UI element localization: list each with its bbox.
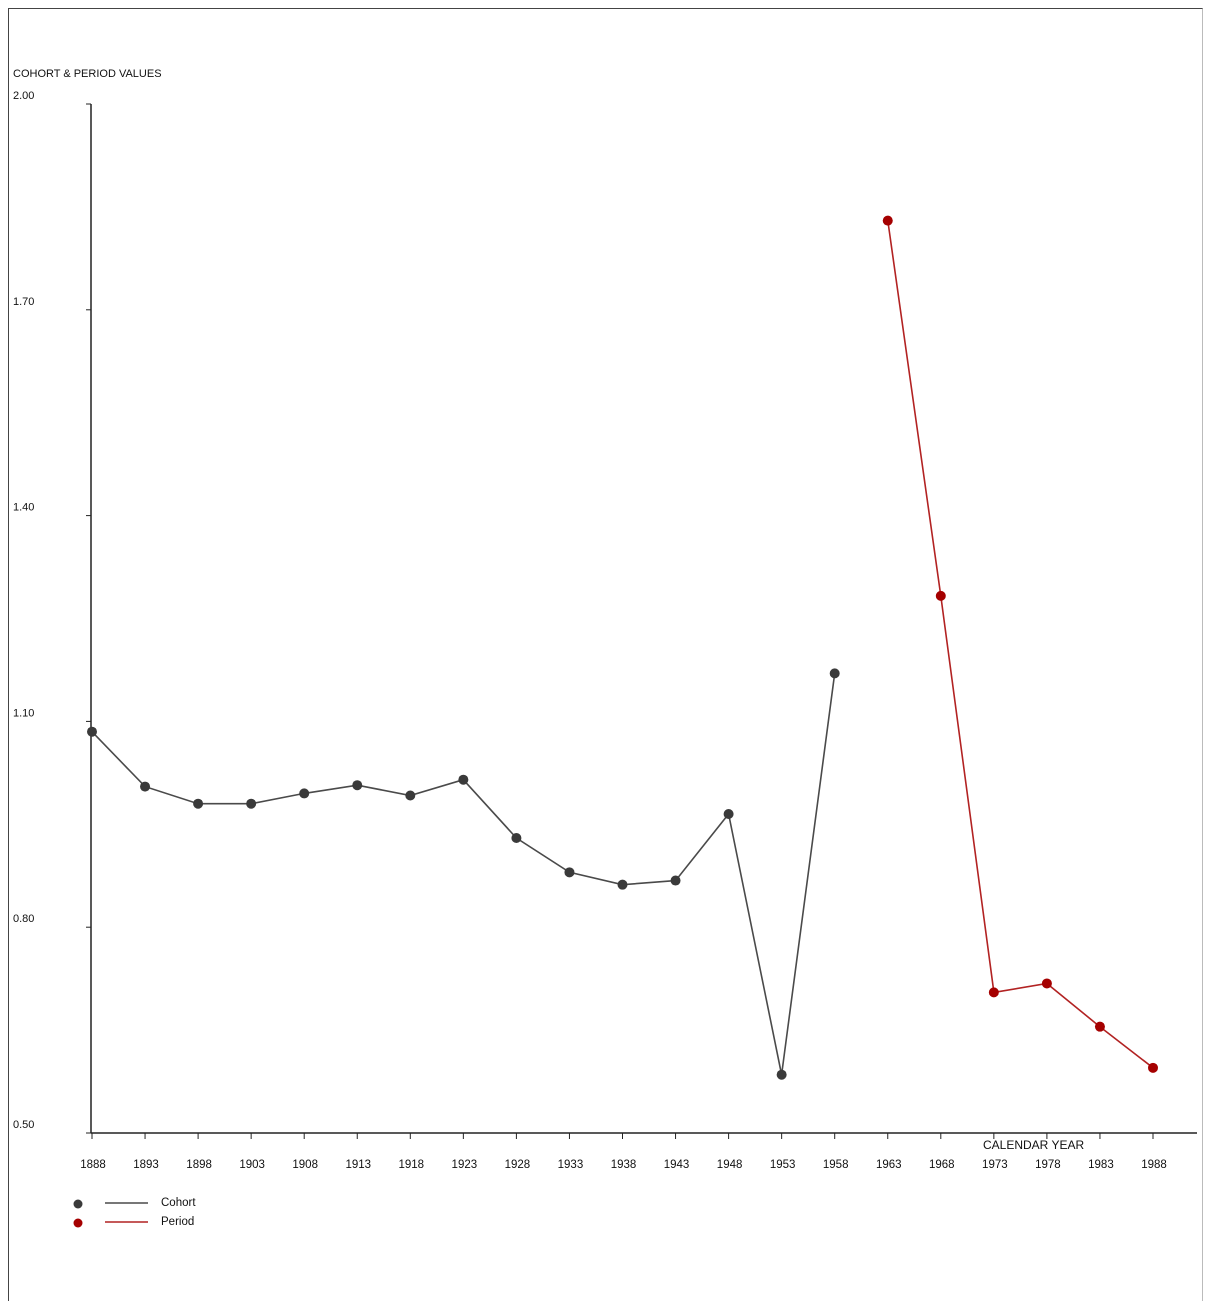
data-point-cohort bbox=[829, 668, 840, 679]
series-line-cohort bbox=[91, 673, 836, 1075]
x-tick-label: 1903 bbox=[239, 1159, 265, 1171]
x-tick-label: 1913 bbox=[345, 1159, 371, 1171]
x-tick-label: 1978 bbox=[1035, 1159, 1061, 1171]
series-line-period bbox=[887, 220, 1154, 1069]
axes: 2.00 1.70 1.40 1.10 0.80 0.50 1888 1893 1898 1903… bbox=[13, 90, 1197, 1171]
data-point-period bbox=[1094, 1021, 1105, 1032]
x-tick-label: 1933 bbox=[558, 1159, 584, 1171]
data-point-cohort bbox=[352, 780, 363, 791]
legend-marker bbox=[73, 1218, 83, 1228]
y-axis-label: COHORT & PERIOD VALUES bbox=[13, 68, 162, 80]
y-tick-label: 0.50 bbox=[13, 1119, 34, 1131]
x-tick-label: 1948 bbox=[717, 1159, 743, 1171]
x-tick-label: 1893 bbox=[133, 1159, 159, 1171]
x-tick-label: 1973 bbox=[982, 1159, 1008, 1171]
x-tick-label: 1888 bbox=[80, 1159, 106, 1171]
data-point-cohort bbox=[246, 798, 257, 809]
x-tick-label: 1963 bbox=[876, 1159, 902, 1171]
x-tick-label: 1923 bbox=[452, 1159, 478, 1171]
data-point-period bbox=[1041, 978, 1052, 989]
x-tick-label: 1943 bbox=[664, 1159, 690, 1171]
data-point-cohort bbox=[511, 833, 522, 844]
legend-label: Period bbox=[161, 1216, 194, 1228]
y-tick-label: 1.10 bbox=[13, 707, 34, 719]
legend-marker bbox=[73, 1199, 83, 1209]
y-tick-label: 2.00 bbox=[13, 90, 34, 102]
x-tick-label: 1968 bbox=[929, 1159, 955, 1171]
x-tick-label: 1953 bbox=[770, 1159, 796, 1171]
data-point-cohort bbox=[723, 809, 734, 820]
chart-frame bbox=[8, 8, 1203, 1301]
data-point-period bbox=[882, 215, 893, 226]
data-point-period bbox=[1148, 1062, 1158, 1073]
data-point-cohort bbox=[193, 798, 204, 809]
x-tick-label: 1898 bbox=[186, 1159, 212, 1171]
data-point-cohort bbox=[299, 788, 310, 799]
y-tick-label: 1.70 bbox=[13, 296, 34, 308]
data-point-cohort bbox=[617, 879, 628, 890]
series-markers bbox=[87, 215, 1158, 1080]
x-tick-label: 1988 bbox=[1141, 1159, 1167, 1171]
y-tick-label: 1.40 bbox=[13, 502, 34, 514]
data-point-period bbox=[935, 590, 946, 601]
x-tick-label: 1928 bbox=[505, 1159, 531, 1171]
data-point-cohort bbox=[458, 774, 469, 785]
x-tick-label: 1918 bbox=[399, 1159, 425, 1171]
data-point-cohort bbox=[564, 867, 575, 878]
data-point-cohort bbox=[87, 726, 97, 737]
x-tick-label: 1983 bbox=[1088, 1159, 1114, 1171]
x-axis-label: CALENDAR YEAR bbox=[983, 1138, 1084, 1152]
x-tick-label: 1958 bbox=[823, 1159, 849, 1171]
data-point-period bbox=[988, 987, 999, 998]
y-tick-label: 0.80 bbox=[13, 913, 34, 925]
data-point-cohort bbox=[670, 875, 681, 886]
legend-label: Cohort bbox=[161, 1197, 196, 1209]
data-point-cohort bbox=[140, 781, 151, 792]
data-point-cohort bbox=[776, 1069, 787, 1080]
legend: Cohort Period bbox=[73, 1197, 196, 1228]
data-point-cohort bbox=[405, 790, 416, 801]
x-tick-label: 1938 bbox=[611, 1159, 637, 1171]
series-lines bbox=[91, 220, 1154, 1075]
x-tick-label: 1908 bbox=[292, 1159, 318, 1171]
